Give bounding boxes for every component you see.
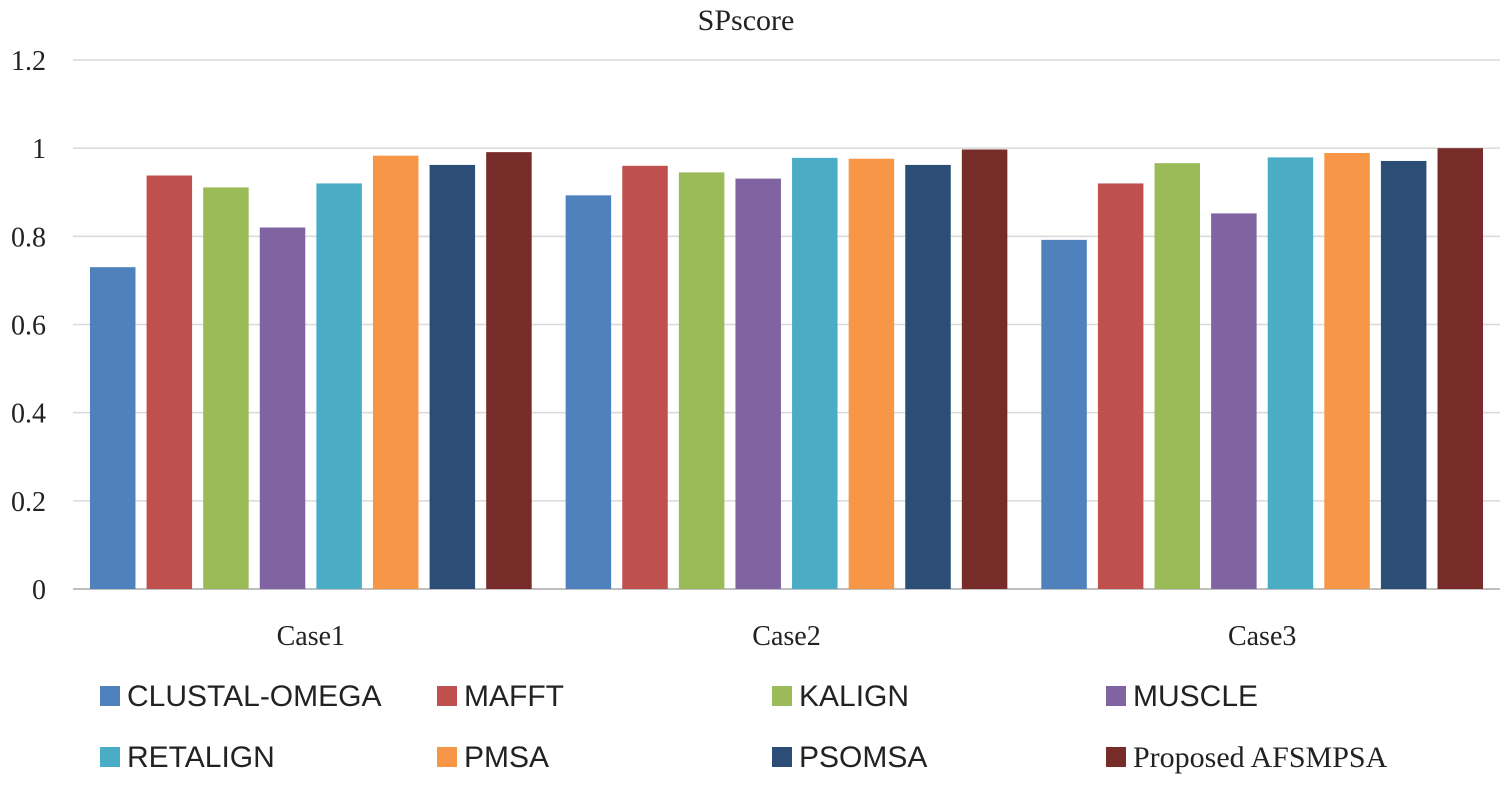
y-tick-label: 0 <box>32 575 46 606</box>
bar-case1-muscle <box>259 227 306 589</box>
legend-label: PSOMSA <box>799 741 927 774</box>
bar-case2-clustal-omega <box>565 195 612 590</box>
bar-case3-proposed-afsmpsa <box>1437 148 1484 589</box>
legend-label: PMSA <box>464 741 549 774</box>
legend-swatch <box>100 686 120 706</box>
y-tick-label: 1.2 <box>11 46 46 77</box>
x-category-label: Case3 <box>1228 621 1296 652</box>
bar-case1-retalign <box>316 183 362 589</box>
bar-case2-retalign <box>792 157 838 590</box>
legend-label: Proposed AFSMPSA <box>1133 741 1388 774</box>
bar-case2-muscle <box>735 178 781 589</box>
bar-case2-mafft <box>622 165 668 590</box>
legend: CLUSTAL-OMEGA MAFFT KALIGN MUSCLE RETALIGN PM… <box>100 680 1388 774</box>
bar-case3-retalign <box>1267 157 1314 589</box>
bars <box>89 148 1484 590</box>
y-axis-ticks: 0 0.2 0.4 0.6 0.8 1 1.2 <box>11 46 46 606</box>
legend-label: KALIGN <box>799 680 909 713</box>
bar-case2-proposed-afsmpsa <box>961 149 1008 589</box>
chart-title: SPscore <box>698 4 795 37</box>
x-category-label: Case1 <box>277 621 345 652</box>
bar-case1-mafft <box>146 175 193 589</box>
bar-case1-proposed-afsmpsa <box>486 152 532 590</box>
x-category-label: Case2 <box>752 621 820 652</box>
y-tick-label: 0.4 <box>11 399 46 430</box>
bar-case2-kalign <box>678 172 725 589</box>
y-tick-label: 0.8 <box>11 222 46 253</box>
bar-case2-pmsa <box>848 158 895 589</box>
legend-label: RETALIGN <box>127 741 275 774</box>
legend-swatch <box>100 747 120 767</box>
bar-case3-muscle <box>1211 213 1257 589</box>
x-axis: Case1 Case2 Case3 <box>277 621 1297 652</box>
legend-swatch <box>437 686 457 706</box>
legend-swatch <box>772 747 792 767</box>
bar-case1-clustal-omega <box>89 267 136 589</box>
bar-case1-pmsa <box>372 155 419 589</box>
legend-swatch <box>772 686 792 706</box>
gridlines <box>73 59 1500 590</box>
bar-case1-psomsa <box>429 164 476 589</box>
y-tick-label: 0.6 <box>11 311 46 342</box>
legend-swatch <box>1106 747 1126 767</box>
bar-case3-pmsa <box>1324 153 1370 589</box>
legend-label: MUSCLE <box>1133 680 1258 713</box>
legend-label: MAFFT <box>464 680 564 713</box>
bar-case1-kalign <box>203 187 249 590</box>
legend-swatch <box>1106 686 1126 706</box>
y-tick-label: 1 <box>32 134 46 165</box>
legend-label: CLUSTAL-OMEGA <box>127 680 382 713</box>
bar-case3-mafft <box>1097 183 1144 589</box>
legend-swatch <box>437 747 457 767</box>
bar-case3-kalign <box>1154 163 1201 589</box>
bar-case3-psomsa <box>1380 160 1427 589</box>
bar-case2-psomsa <box>905 164 951 589</box>
y-tick-label: 0.2 <box>11 487 46 518</box>
bar-case3-clustal-omega <box>1041 239 1087 590</box>
